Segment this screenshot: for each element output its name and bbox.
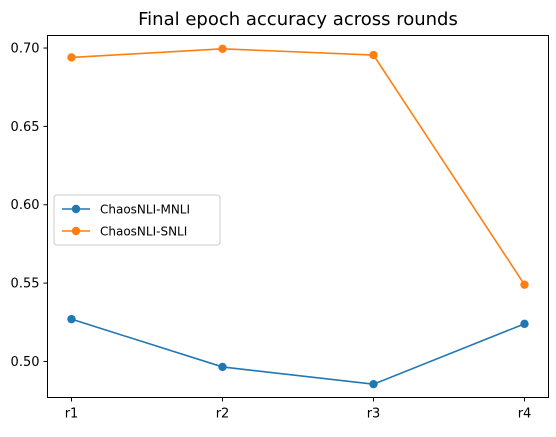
legend-label: ChaosNLI-SNLI: [100, 225, 187, 239]
data-point: [67, 314, 76, 324]
y-tick-label: 0.65: [11, 120, 40, 135]
x-tick-label: r4: [518, 407, 532, 422]
series-chaosnli-mnli: [67, 314, 529, 389]
data-point: [520, 319, 529, 329]
data-point: [520, 280, 529, 289]
data-point: [369, 50, 378, 60]
data-point: [369, 379, 378, 389]
data-point: [67, 53, 76, 62]
legend-swatch-marker: [71, 204, 81, 214]
y-axis: 0.50 0.55 0.60 0.65 0.70: [11, 42, 48, 370]
y-tick-label: 0.70: [11, 42, 40, 57]
x-tick-label: r1: [65, 407, 79, 422]
series-line: [71, 318, 525, 385]
y-tick-label: 0.55: [11, 277, 40, 292]
data-point: [218, 362, 227, 372]
y-tick-label: 0.50: [11, 355, 40, 370]
x-tick-label: r3: [367, 407, 381, 422]
legend-swatch-marker: [71, 226, 81, 236]
plot-frame: [47, 35, 549, 398]
chart-title: Final epoch accuracy across rounds: [138, 9, 458, 30]
legend-box: [53, 194, 221, 246]
data-point: [218, 44, 227, 54]
y-tick-label: 0.60: [11, 198, 40, 213]
series-layer: [67, 44, 529, 389]
legend-item: ChaosNLI-MNLI: [62, 203, 190, 217]
legend-item: ChaosNLI-SNLI: [62, 225, 187, 239]
legend: ChaosNLI-MNLI ChaosNLI-SNLI: [53, 194, 221, 246]
legend-label: ChaosNLI-MNLI: [100, 203, 190, 217]
series-line: [71, 48, 526, 286]
x-tick-label: r2: [216, 407, 230, 422]
series-chaosnli-snli: [67, 44, 529, 289]
x-axis: r1 r2 r3 r4: [65, 397, 532, 422]
